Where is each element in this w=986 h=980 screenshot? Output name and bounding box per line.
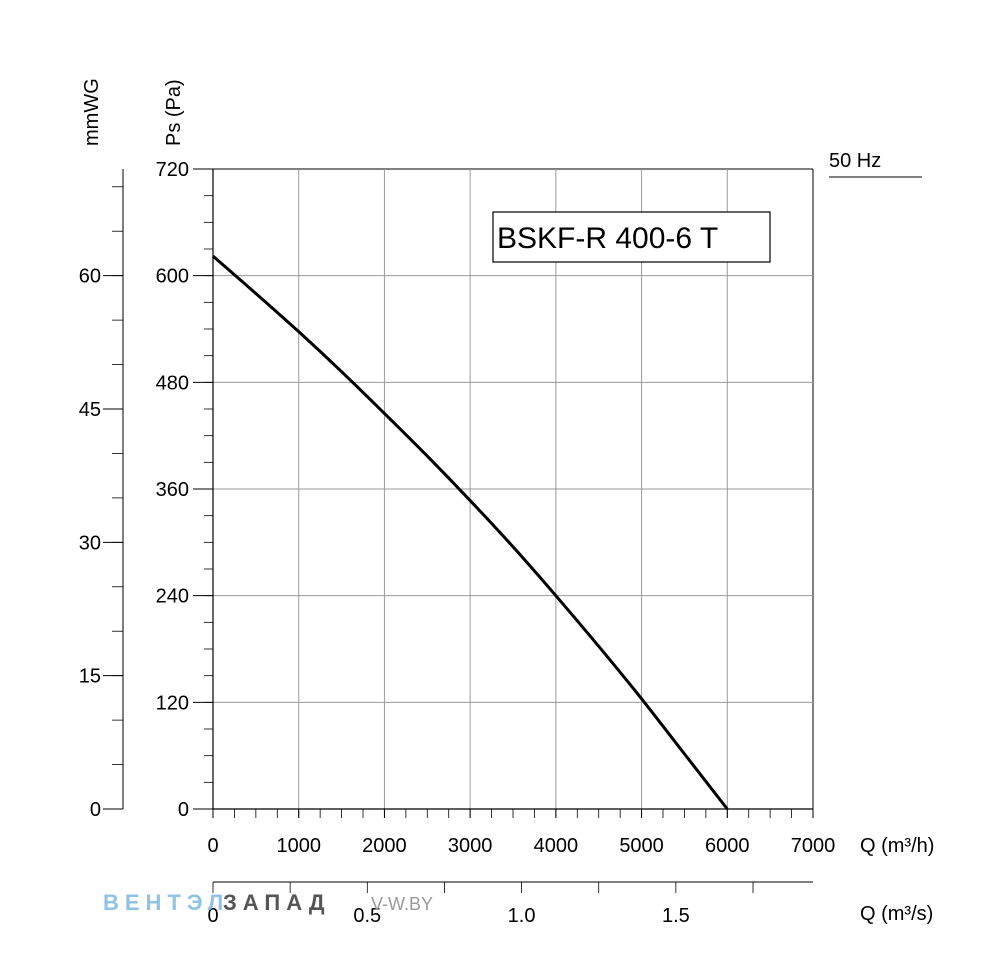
y2-tick-label: 15 bbox=[79, 666, 101, 688]
y2-tick-label: 45 bbox=[79, 399, 101, 421]
x-tick-label: 3000 bbox=[448, 835, 493, 857]
x-axis-title: Q (m³/h) bbox=[860, 835, 934, 857]
y-tick-label: 120 bbox=[156, 692, 189, 714]
x2-axis-title: Q (m³/s) bbox=[860, 903, 933, 925]
watermark-brand-part2: ЗАПАД bbox=[223, 890, 331, 915]
x2-tick-label: 1.5 bbox=[662, 905, 690, 927]
x2-tick-label: 1.0 bbox=[508, 905, 536, 927]
model-title: BSKF-R 400-6 T bbox=[497, 222, 718, 255]
model-title-frame bbox=[492, 211, 771, 263]
x-tick-label: 2000 bbox=[362, 835, 407, 857]
performance-curve bbox=[212, 254, 729, 810]
x2-tick-label: 0 bbox=[207, 905, 218, 927]
watermark-brand-part1: ВЕНТЭЛ bbox=[103, 890, 229, 915]
model-title-box: BSKF-R 400-6 T bbox=[492, 211, 771, 263]
y2-tick-label: 30 bbox=[79, 532, 101, 554]
y-tick-label: 240 bbox=[156, 586, 189, 608]
frequency-label: 50 Hz bbox=[829, 150, 881, 172]
y-axis-title: Ps (Pa) bbox=[163, 79, 185, 146]
y-tick-label: 600 bbox=[156, 266, 189, 288]
x-tick-label: 4000 bbox=[534, 835, 579, 857]
y-tick-label: 0 bbox=[178, 799, 189, 821]
watermark: ВЕНТЭЛ ЗАПАД V-W.BY bbox=[103, 890, 433, 915]
y-tick-label: 480 bbox=[156, 372, 189, 394]
x-tick-label: 6000 bbox=[705, 835, 750, 857]
y-tick-label: 720 bbox=[156, 159, 189, 181]
x2-tick-label: 0.5 bbox=[353, 905, 381, 927]
watermark-site: V-W.BY bbox=[371, 894, 433, 914]
axes: 0 1000 2000 3000 4000 5000 6000 700001202403604… bbox=[79, 159, 836, 927]
x-tick-label: 1000 bbox=[276, 835, 321, 857]
x-tick-label: 7000 bbox=[791, 835, 836, 857]
y2-tick-label: 0 bbox=[90, 799, 101, 821]
grid bbox=[213, 168, 814, 809]
y2-axis-title: mmWG bbox=[81, 78, 103, 146]
x-tick-label: 5000 bbox=[619, 835, 664, 857]
frequency-label-group: 50 Hz bbox=[829, 150, 922, 178]
y-tick-label: 360 bbox=[156, 479, 189, 501]
x-tick-label: 0 bbox=[207, 835, 218, 857]
y2-tick-label: 60 bbox=[79, 266, 101, 288]
